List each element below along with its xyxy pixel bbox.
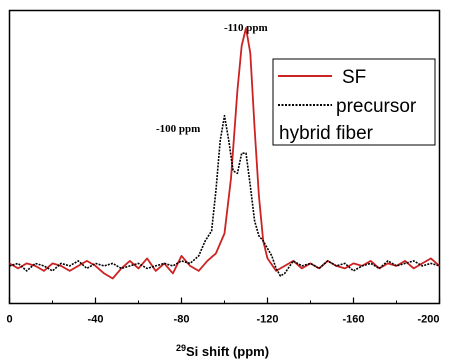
x-axis-ticks: 0 -40 -80 -120 -160 -200 bbox=[7, 297, 441, 326]
x-tick-label: -80 bbox=[174, 314, 190, 326]
legend-label-sf: SF bbox=[342, 67, 366, 88]
legend-label-precursor: precursor bbox=[336, 96, 417, 117]
legend-box bbox=[272, 58, 436, 146]
x-tick-label: -120 bbox=[256, 314, 278, 326]
x-axis-label-text: Si shift (ppm) bbox=[186, 344, 269, 359]
series-line-precursor bbox=[9, 114, 440, 277]
plot-frame bbox=[8, 9, 441, 305]
series-layer bbox=[9, 27, 441, 280]
annotation-100ppm: -100 ppm bbox=[156, 123, 200, 135]
x-axis-label: 29Si shift (ppm) bbox=[176, 343, 269, 359]
x-tick-label: -160 bbox=[342, 314, 364, 326]
legend-title: hybrid fiber bbox=[279, 123, 374, 144]
x-tick-label: 0 bbox=[7, 314, 13, 326]
x-axis-label-superscript: 29 bbox=[176, 343, 186, 353]
x-tick-label: -40 bbox=[88, 314, 104, 326]
x-tick-label: -200 bbox=[417, 314, 439, 326]
legend: SF precursor hybrid fiber bbox=[272, 58, 436, 146]
annotation-110ppm: -110 ppm bbox=[224, 22, 268, 34]
